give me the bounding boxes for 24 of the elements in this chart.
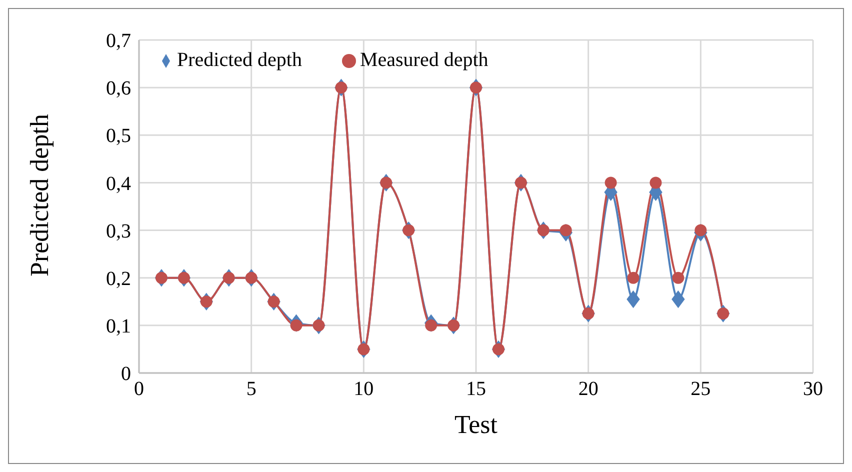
point <box>672 290 685 308</box>
x-tick-label: 10 <box>354 378 374 400</box>
x-tick-label: 5 <box>246 378 256 400</box>
y-tick-label: 0,2 <box>106 268 131 290</box>
x-tick-label: 15 <box>466 378 486 400</box>
point <box>650 176 662 189</box>
y-tick-label: 0,5 <box>106 125 131 148</box>
y-tick-label: 0,7 <box>106 30 131 52</box>
x-tick-label: 25 <box>690 378 711 400</box>
point <box>604 176 617 189</box>
y-tick-label: 0,6 <box>106 78 131 100</box>
legend-label: Predicted depth <box>177 49 302 71</box>
point <box>626 290 640 308</box>
x-axis-title: Test <box>454 410 498 439</box>
x-tick-label: 30 <box>803 378 823 400</box>
point <box>672 272 684 284</box>
y-tick-label: 0 <box>121 363 131 386</box>
legend-label: Measured depth <box>360 49 488 71</box>
y-tick-label: 0,3 <box>106 220 131 242</box>
y-tick-label: 0,1 <box>106 316 131 338</box>
y-tick-label: 0,4 <box>106 172 131 195</box>
point <box>627 272 640 284</box>
y-axis-title: Predicted depth <box>25 114 54 276</box>
x-tick-label: 20 <box>578 378 598 400</box>
